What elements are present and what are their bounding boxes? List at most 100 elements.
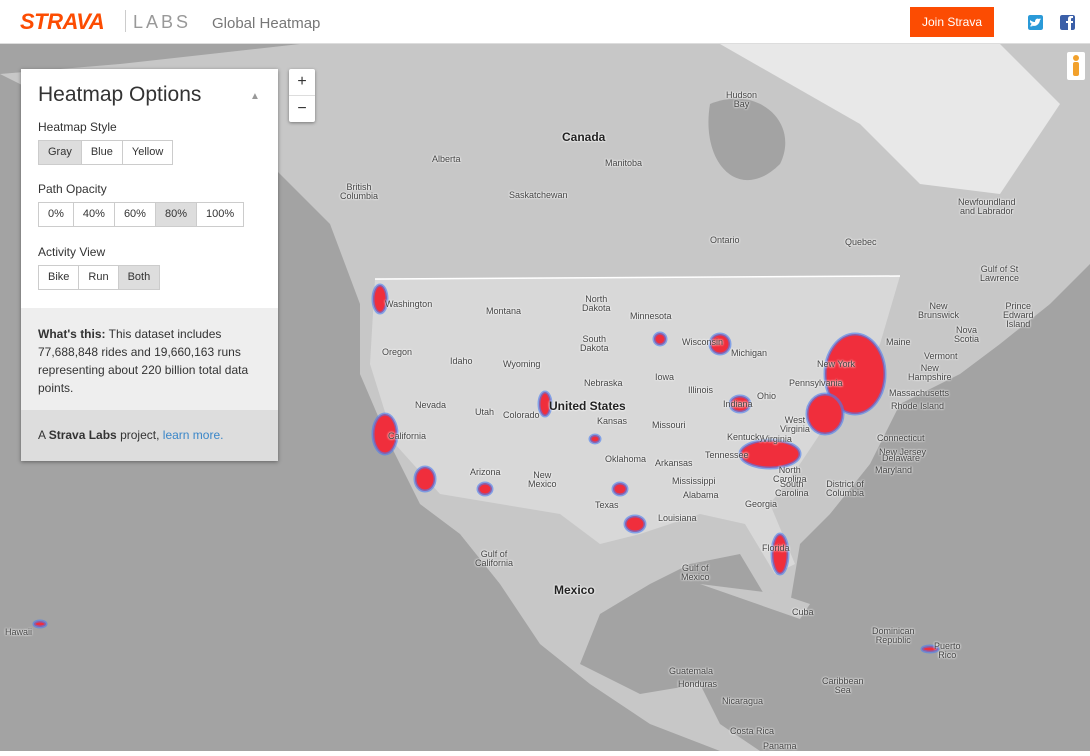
map-label: Montana [486,306,522,316]
map-label: Quebec [845,237,877,247]
map-label: Arkansas [655,458,693,468]
map-label: West Virginia [780,415,810,434]
info-box: What's this: This dataset includes 77,68… [21,308,278,410]
button-group: Bike Run Both [38,265,161,290]
map-label: New Hampshire [908,363,952,382]
option-button[interactable]: Run [78,265,119,290]
map-label: Mexico [554,583,595,597]
info-lead: What's this: [38,327,106,341]
map-label: Pennsylvania [789,378,843,388]
map-label: Hudson Bay [726,90,758,109]
map-label: North Carolina [773,465,807,484]
map-label: British Columbia [340,182,379,201]
map-label: Nova Scotia [954,325,980,344]
map-label: Arizona [470,467,501,477]
map-label: Rhode Island [891,401,945,411]
info-text: What's this: This dataset includes 77,68… [38,325,261,397]
twitter-icon[interactable] [1028,15,1043,30]
option-button[interactable]: 100% [196,202,245,227]
map[interactable]: Hudson Bay Canada Alberta Manitoba British C… [0,44,1090,751]
map-label: Kentucky [727,432,765,442]
learn-more-link[interactable]: learn more. [162,428,224,442]
zoom-out[interactable]: − [297,100,307,117]
map-label: Newfoundland and Labrador [958,197,1016,216]
map-label: Virginia [762,434,792,444]
map-label: Washington [385,299,433,309]
option-button[interactable]: 80% [154,202,197,227]
option-section: Heatmap Style Gray Blue Yellow [38,120,174,165]
map-label: Honduras [678,679,718,689]
section-label: Activity View [38,245,106,259]
header: STRAVA LABS Global Heatmap Join Strava [0,0,1090,44]
labs-label: LABS [133,12,192,32]
map-label: Michigan [731,348,768,358]
arctic [720,44,1060,194]
option-button[interactable]: Gray [38,140,82,165]
map-label: United States [549,399,626,413]
map-label: Puerto Rico [934,641,961,660]
map-label: Oregon [382,347,413,357]
map-label: Louisiana [658,513,697,523]
map-label: Georgia [745,499,778,509]
map-label: Minnesota [630,311,672,321]
map-label: Alberta [432,154,461,164]
map-label: New Mexico [528,470,557,489]
map-label: Florida [762,543,790,553]
border [374,275,901,280]
usa [370,276,900,574]
option-button[interactable]: 0% [38,202,74,227]
map-label: Maine [886,337,911,347]
map-label: Dominican Republic [872,626,915,645]
option-button[interactable]: Yellow [121,140,174,165]
option-button[interactable]: 60% [113,202,156,227]
map-label: Saskatchewan [509,190,568,200]
map-label: Texas [595,500,619,510]
option-button[interactable]: Both [117,265,161,290]
option-section: Activity View Bike Run Both [38,245,161,290]
map-label: Panama [763,741,797,751]
map-label: New Jersey [879,447,927,457]
map-label: Kansas [597,416,628,426]
map-label: Nevada [415,400,447,410]
button-group: Gray Blue Yellow [38,140,174,165]
collapse-toggle[interactable]: ▲ [250,91,260,102]
info-body: This dataset includes 77,688,848 rides a… [38,327,249,395]
button-group: 0% 40% 60% 80% 100% [38,202,245,227]
facebook-icon[interactable] [1060,15,1075,30]
map-label: Delaware [882,453,921,463]
logo[interactable]: STRAVA [20,9,105,34]
map-label: Gulf of California [475,549,514,568]
pegman[interactable] [1067,52,1085,80]
footer-prefix: A [38,428,46,442]
map-label: Wyoming [503,359,541,369]
footer-brand: Strava Labs [48,428,117,442]
zoom-in[interactable]: + [289,69,315,96]
map-label: Missouri [652,420,686,430]
footer-middle: project, [120,428,160,442]
map-label: Caribbean Sea [822,676,864,695]
map-label: Nebraska [584,378,623,388]
option-button[interactable]: Blue [80,140,123,165]
map-label: Mississippi [672,476,716,486]
map-label: Indiana [723,399,753,409]
map-label: Tennessee [705,450,749,460]
join-button[interactable]: Join Strava [910,7,994,37]
map-label: Gulf of St Lawrence [980,264,1020,283]
page-title: Global Heatmap [212,15,321,32]
map-label: Massachusetts [889,388,950,398]
map-label: Wisconsin [682,337,724,347]
option-section: Path Opacity 0% 40% 60% 80% 100% [38,182,245,227]
map-canvas [0,44,1090,751]
map-label: Utah [475,407,495,417]
hudson-bay [708,98,786,181]
option-button[interactable]: Bike [38,265,80,290]
map-label: Gulf of Mexico [681,563,710,582]
map-label: District of Columbia [826,479,865,498]
map-label: Oklahoma [605,454,647,464]
map-label: New York [817,359,856,369]
map-label: Ohio [757,391,777,401]
map-label: New Brunswick [918,301,960,320]
options-panel: Heatmap Options ▲ Heatmap Style Gray Blue Y… [21,69,278,461]
option-button[interactable]: 40% [72,202,115,227]
